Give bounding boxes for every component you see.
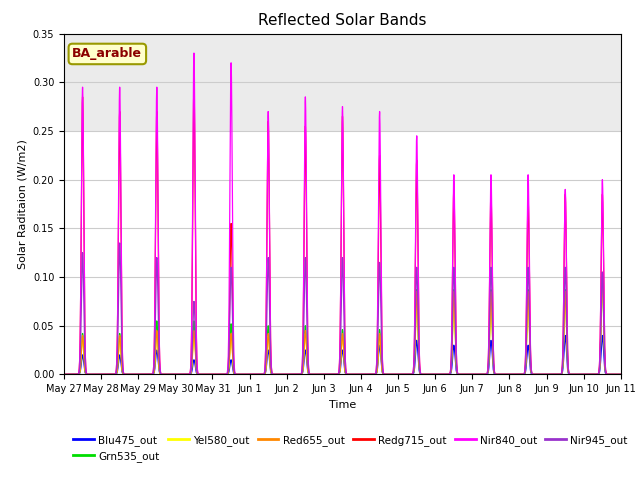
Red655_out bbox=[588, 372, 595, 377]
Bar bbox=[64, 34, 621, 131]
Line: Yel580_out: Yel580_out bbox=[64, 282, 621, 374]
Nir945_out bbox=[127, 372, 134, 377]
Nir945_out bbox=[60, 372, 68, 377]
Line: Grn535_out: Grn535_out bbox=[64, 280, 621, 374]
Line: Nir945_out: Nir945_out bbox=[64, 243, 621, 374]
Yel580_out bbox=[273, 372, 281, 377]
Blu475_out bbox=[127, 372, 134, 377]
Blu475_out bbox=[172, 372, 179, 377]
Nir840_out bbox=[566, 371, 573, 377]
Nir945_out bbox=[116, 240, 124, 246]
Redg715_out bbox=[209, 372, 216, 377]
Y-axis label: Solar Raditaion (W/m2): Solar Raditaion (W/m2) bbox=[17, 139, 27, 269]
Title: Reflected Solar Bands: Reflected Solar Bands bbox=[258, 13, 427, 28]
Blu475_out bbox=[588, 372, 595, 377]
Red655_out bbox=[566, 372, 573, 377]
Redg715_out bbox=[617, 372, 625, 377]
Redg715_out bbox=[588, 372, 595, 377]
Blu475_out bbox=[409, 372, 417, 377]
Redg715_out bbox=[409, 371, 417, 377]
Nir840_out bbox=[588, 372, 595, 377]
Blu475_out bbox=[561, 333, 569, 338]
Legend: Blu475_out, Grn535_out, Yel580_out, Red655_out, Redg715_out, Nir840_out, Nir945_: Blu475_out, Grn535_out, Yel580_out, Red6… bbox=[69, 431, 632, 466]
Redg715_out bbox=[60, 372, 68, 377]
Redg715_out bbox=[127, 372, 134, 377]
Text: BA_arable: BA_arable bbox=[72, 48, 142, 60]
Grn535_out bbox=[566, 372, 573, 377]
Nir945_out bbox=[588, 372, 595, 377]
Line: Redg715_out: Redg715_out bbox=[64, 87, 621, 374]
Yel580_out bbox=[127, 372, 134, 377]
Nir840_out bbox=[543, 372, 550, 377]
Blu475_out bbox=[60, 372, 68, 377]
Red655_out bbox=[598, 269, 606, 275]
Nir840_out bbox=[190, 50, 198, 56]
Grn535_out bbox=[273, 372, 281, 377]
Nir840_out bbox=[563, 308, 571, 313]
Nir945_out bbox=[617, 372, 625, 377]
Blu475_out bbox=[566, 372, 573, 377]
Blu475_out bbox=[273, 372, 281, 377]
Redg715_out bbox=[566, 372, 573, 377]
Nir945_out bbox=[172, 372, 179, 377]
Yel580_out bbox=[588, 372, 595, 377]
Blu475_out bbox=[617, 372, 625, 377]
Red655_out bbox=[408, 372, 416, 377]
Line: Nir840_out: Nir840_out bbox=[64, 53, 621, 374]
Nir840_out bbox=[409, 371, 417, 377]
Redg715_out bbox=[274, 372, 282, 377]
Yel580_out bbox=[566, 372, 573, 377]
Nir840_out bbox=[127, 372, 134, 377]
Yel580_out bbox=[408, 372, 416, 377]
Nir945_out bbox=[566, 372, 573, 377]
Red655_out bbox=[273, 372, 281, 377]
Grn535_out bbox=[408, 372, 416, 377]
Red655_out bbox=[617, 372, 625, 377]
Yel580_out bbox=[563, 336, 570, 342]
Red655_out bbox=[60, 372, 68, 377]
Blu475_out bbox=[563, 358, 571, 364]
Grn535_out bbox=[598, 277, 606, 283]
X-axis label: Time: Time bbox=[329, 400, 356, 409]
Nir840_out bbox=[60, 372, 68, 377]
Red655_out bbox=[563, 334, 570, 339]
Grn535_out bbox=[60, 372, 68, 377]
Grn535_out bbox=[588, 372, 595, 377]
Line: Red655_out: Red655_out bbox=[64, 272, 621, 374]
Yel580_out bbox=[617, 372, 625, 377]
Redg715_out bbox=[563, 309, 571, 315]
Nir945_out bbox=[409, 371, 417, 377]
Grn535_out bbox=[617, 372, 625, 377]
Yel580_out bbox=[60, 372, 68, 377]
Line: Blu475_out: Blu475_out bbox=[64, 336, 621, 374]
Redg715_out bbox=[190, 84, 198, 90]
Yel580_out bbox=[598, 279, 606, 285]
Nir945_out bbox=[563, 335, 571, 340]
Nir945_out bbox=[274, 372, 282, 377]
Red655_out bbox=[127, 372, 134, 377]
Grn535_out bbox=[127, 372, 134, 377]
Grn535_out bbox=[563, 333, 570, 338]
Nir840_out bbox=[273, 372, 281, 377]
Nir840_out bbox=[617, 372, 625, 377]
